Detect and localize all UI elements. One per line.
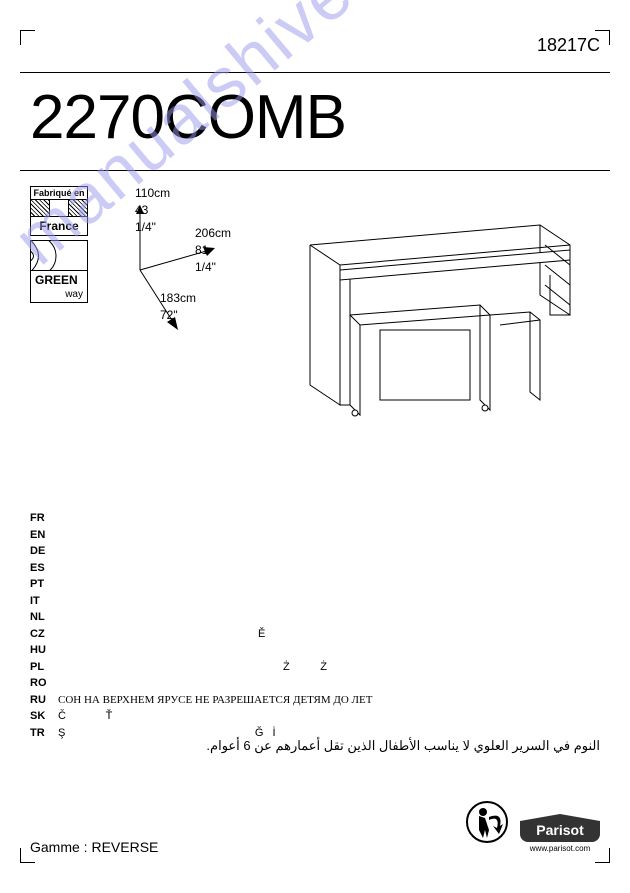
height-cm: 110cm — [135, 185, 170, 202]
document-number: 18217C — [537, 35, 600, 56]
lang-row: HU — [30, 642, 372, 659]
france-badge-bottom-label: France — [31, 216, 87, 235]
recycle-person-icon — [465, 800, 510, 845]
lang-row: RO — [30, 675, 372, 692]
lang-row: ES — [30, 560, 372, 577]
furniture-diagram — [290, 185, 590, 435]
lang-row: NL — [30, 609, 372, 626]
divider-bottom — [20, 170, 610, 171]
height-in: 43 1/4" — [135, 202, 170, 236]
parisot-url: www.parisot.com — [520, 844, 600, 853]
way-label: way — [31, 289, 87, 302]
green-label: GREEN — [31, 271, 87, 289]
lang-row: PT — [30, 576, 372, 593]
length-in: 81 1/4" — [195, 242, 231, 276]
lang-row: EN — [30, 527, 372, 544]
lang-row: IT — [30, 593, 372, 610]
lang-row: FR — [30, 510, 372, 527]
france-badge-top-label: Fabriqué en — [31, 187, 87, 200]
language-list: FR EN DE ES PT IT NL CZĚ HU PLŻ Ż RO RUС… — [30, 510, 372, 741]
width-cm: 183cm — [160, 290, 196, 307]
arabic-warning-text: النوم في السرير العلوي لا يناسب الأطفال … — [206, 738, 600, 754]
gamme-label: Gamme : REVERSE — [30, 839, 158, 855]
lang-row: RUСОН НА ВЕРХНЕМ ЯРУСЕ НЕ РАЗРЕШАЕТСЯ ДЕ… — [30, 692, 372, 709]
france-flag-icon — [31, 200, 87, 216]
lang-row: SKČ Ť — [30, 708, 372, 725]
parisot-logo: Parisot www.parisot.com — [520, 814, 600, 853]
lang-row: PLŻ Ż — [30, 659, 372, 676]
product-title: 2270COMB — [30, 82, 346, 153]
length-cm: 206cm — [195, 225, 231, 242]
globe-icon — [31, 241, 87, 271]
divider-top — [20, 72, 610, 73]
made-in-france-badge: Fabriqué en France — [30, 186, 88, 236]
green-way-badge: GREEN way — [30, 240, 88, 303]
parisot-name: Parisot — [520, 814, 600, 842]
lang-row: DE — [30, 543, 372, 560]
lang-row: CZĚ — [30, 626, 372, 643]
width-in: 72" — [160, 307, 196, 324]
